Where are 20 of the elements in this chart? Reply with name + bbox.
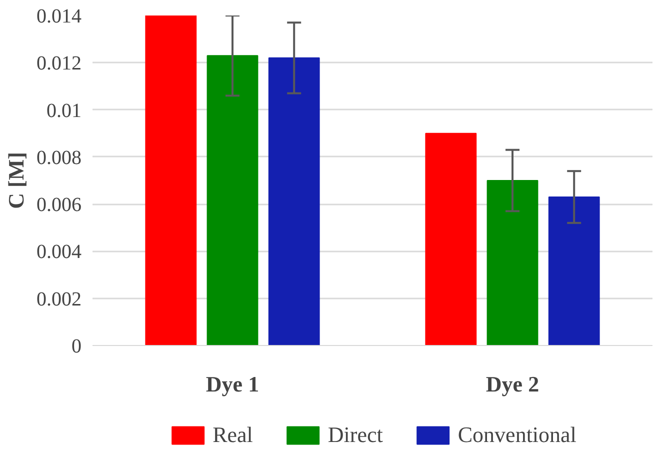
bar <box>268 57 320 346</box>
legend-label: Real <box>212 422 253 448</box>
bar <box>206 55 258 346</box>
y-tick-label: 0.006 <box>36 194 82 216</box>
x-tick-label: Dye 2 <box>486 372 540 396</box>
bar <box>486 180 538 346</box>
bar <box>145 16 197 346</box>
y-tick-label: 0.014 <box>36 6 82 28</box>
y-axis-title: C [M] <box>4 152 28 209</box>
y-tick-label: 0.008 <box>36 146 82 169</box>
legend-label: Conventional <box>458 422 576 448</box>
x-tick-label: Dye 1 <box>206 372 260 396</box>
y-tick-label: 0.002 <box>36 288 82 310</box>
y-tick-label: 0 <box>72 336 82 358</box>
y-tick-label: 0.01 <box>46 100 82 122</box>
legend-label: Direct <box>328 422 383 448</box>
bar <box>425 132 477 346</box>
y-tick-label: 0.004 <box>36 241 82 264</box>
y-tick-label: 0.012 <box>36 52 82 75</box>
bar <box>548 196 600 346</box>
